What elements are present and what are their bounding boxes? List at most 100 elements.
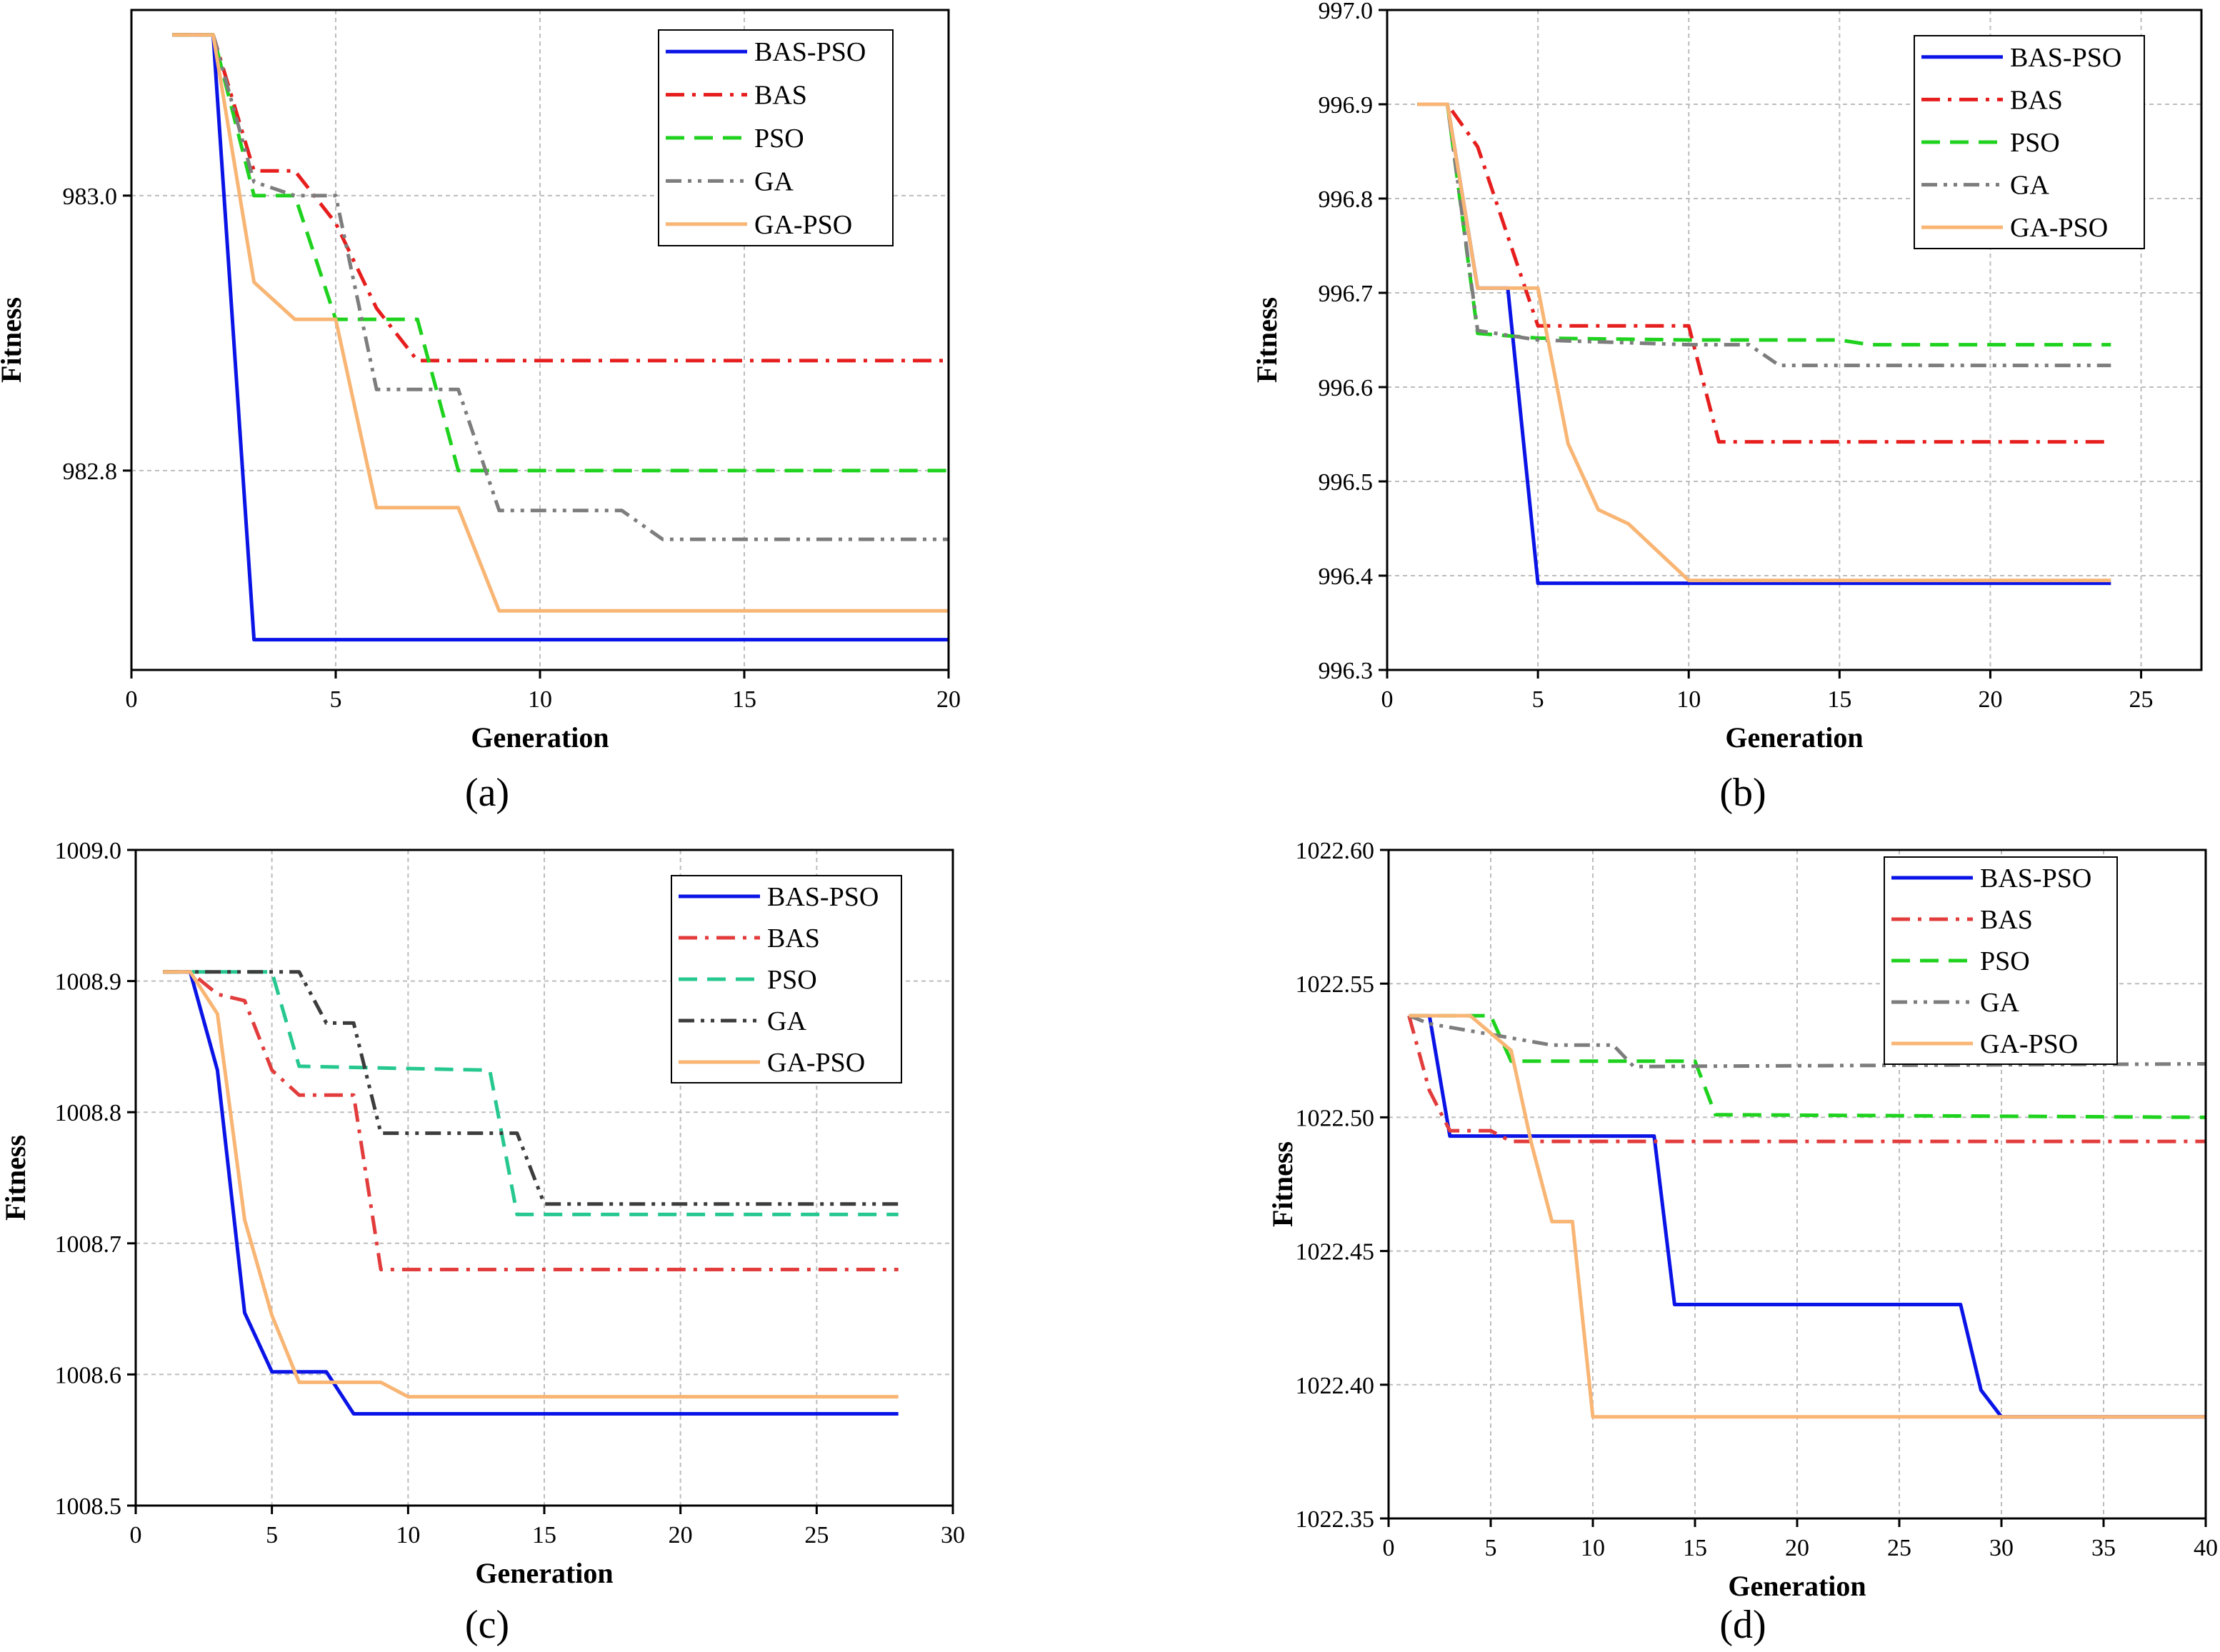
chart-panel-0: 0 5 10 15 20 982.8 983.0 Generation Fitness BAS-P… <box>0 9 961 754</box>
y-tick-label: 1022.60 <box>1296 838 1375 864</box>
series-line-bas-pso <box>163 970 899 1416</box>
legend-box <box>658 29 894 246</box>
series-line-ga-pso <box>1417 102 2111 583</box>
panel-label-c: (c) <box>465 1603 509 1647</box>
series-line-ga <box>163 970 899 1206</box>
legend-label-bas: BAS <box>767 923 820 953</box>
x-tick-label: 10 <box>1581 1535 1605 1561</box>
y-tick-label: 1022.35 <box>1296 1506 1375 1533</box>
y-tick-label: 996.8 <box>1319 186 1374 213</box>
x-tick-label: 40 <box>2194 1535 2218 1561</box>
series-line-bas-pso <box>1409 1013 2206 1419</box>
legend-box <box>1914 35 2145 249</box>
x-tick-label: 10 <box>396 1522 420 1548</box>
legend-label-bas: BAS <box>2010 85 2063 115</box>
series-line-bas <box>163 970 899 1271</box>
y-tick-label: 1008.9 <box>55 969 122 996</box>
x-tick-label: 0 <box>1383 1535 1395 1561</box>
series-line-ga <box>1417 102 2111 368</box>
y-tick-label: 1022.40 <box>1296 1373 1375 1399</box>
x-tick-label: 20 <box>669 1522 693 1548</box>
x-tick-label: 10 <box>1676 686 1701 713</box>
x-tick-label: 30 <box>941 1522 965 1548</box>
x-tick-label: 20 <box>936 686 961 713</box>
legend-label-bas-pso: BAS-PSO <box>754 37 866 67</box>
x-tick-label: 25 <box>804 1522 829 1548</box>
y-axis-title: Fitness <box>1266 1141 1299 1227</box>
legend-label-bas-pso: BAS-PSO <box>2010 43 2121 73</box>
x-tick-label: 20 <box>1785 1535 1809 1561</box>
y-tick-label: 1008.6 <box>55 1362 122 1388</box>
x-tick-label: 5 <box>330 686 342 713</box>
y-axis-title: Fitness <box>0 297 27 383</box>
legend-label-bas-pso: BAS-PSO <box>767 882 879 912</box>
y-tick-label: 1008.8 <box>55 1100 122 1126</box>
y-tick-label: 1022.50 <box>1296 1105 1375 1131</box>
legend-label-bas-pso: BAS-PSO <box>1980 863 2091 893</box>
y-tick-label: 996.4 <box>1319 564 1374 590</box>
x-tick-label: 5 <box>1485 1535 1497 1561</box>
plot-frame <box>1386 9 2203 671</box>
series-line-ga-pso <box>1409 1013 2206 1419</box>
y-tick-label: 1009.0 <box>55 838 122 864</box>
legend-label-ga-pso: GA-PSO <box>754 210 852 240</box>
series-line-bas <box>1407 1015 2206 1143</box>
y-tick-label: 996.7 <box>1319 281 1374 307</box>
x-tick-label: 25 <box>1887 1535 1911 1561</box>
x-axis-title: Generation <box>1725 721 1863 754</box>
panel-label-b: (b) <box>1719 771 1766 815</box>
x-tick-label: 0 <box>130 1522 142 1548</box>
y-tick-label: 983.0 <box>63 184 118 210</box>
x-axis-title: Generation <box>471 721 609 754</box>
x-tick-label: 15 <box>532 1522 556 1548</box>
y-tick-label: 996.6 <box>1319 375 1374 401</box>
legend-label-ga-pso: GA-PSO <box>1980 1029 2078 1059</box>
series-line-ga-pso <box>172 33 949 613</box>
x-tick-label: 0 <box>1381 686 1394 713</box>
x-tick-label: 20 <box>1978 686 2002 713</box>
x-tick-label: 5 <box>266 1522 278 1548</box>
series-line-ga <box>172 33 949 541</box>
panel-label-d: (d) <box>1719 1603 1766 1647</box>
chart-layer: 0 5 10 15 20 982.8 983.0 Generation Fitness BAS-P… <box>0 0 2218 1602</box>
y-axis-title: Fitness <box>0 1135 31 1221</box>
x-tick-label: 10 <box>528 686 552 713</box>
y-tick-label: 982.8 <box>63 459 118 485</box>
series-line-bas <box>1417 102 2111 444</box>
y-tick-label: 997.0 <box>1319 0 1374 24</box>
x-axis-title: Generation <box>1728 1570 1866 1602</box>
legend-label-pso: PSO <box>1980 946 2030 976</box>
legend-label-ga: GA <box>1980 988 2019 1018</box>
legend-label-ga-pso: GA-PSO <box>2010 213 2108 243</box>
legend-label-pso: PSO <box>2010 128 2060 158</box>
panel-label-a: (a) <box>465 771 509 815</box>
x-tick-label: 15 <box>1827 686 1851 713</box>
legend-label-bas: BAS <box>754 81 807 111</box>
x-tick-label: 15 <box>1683 1535 1707 1561</box>
y-tick-label: 1022.55 <box>1296 971 1375 998</box>
y-axis-title: Fitness <box>1251 297 1283 383</box>
legend-label-ga: GA <box>767 1006 806 1036</box>
y-tick-label: 1008.5 <box>55 1493 122 1520</box>
x-tick-label: 0 <box>126 686 138 713</box>
y-tick-label: 996.3 <box>1319 658 1374 684</box>
y-tick-label: 996.5 <box>1319 469 1374 496</box>
y-tick-label: 996.9 <box>1319 92 1374 119</box>
x-tick-label: 25 <box>2129 686 2154 713</box>
x-tick-label: 5 <box>1532 686 1544 713</box>
x-tick-label: 15 <box>732 686 756 713</box>
x-axis-title: Generation <box>475 1557 613 1589</box>
legend-label-bas: BAS <box>1980 905 2033 935</box>
y-tick-label: 1022.45 <box>1296 1239 1375 1266</box>
chart-panel-3: 0 5 10 15 20 25 30 35 40 1022.35 1022.40 1022.45 102… <box>1266 838 2218 1602</box>
legend-label-pso: PSO <box>767 965 817 995</box>
y-tick-label: 1008.7 <box>55 1231 122 1258</box>
series-line-pso <box>1409 1013 2206 1119</box>
legend-label-ga: GA <box>2010 171 2049 201</box>
x-tick-label: 35 <box>2091 1535 2116 1561</box>
chart-panel-2: 0 5 10 15 20 25 30 1008.5 1008.6 1008.7 1008.8 1008… <box>0 838 965 1589</box>
chart-panel-1: 0 5 10 15 20 25 996.3 996.4 996.5 996.6 996.7 996.8… <box>1251 0 2203 754</box>
x-tick-label: 30 <box>1989 1535 2014 1561</box>
